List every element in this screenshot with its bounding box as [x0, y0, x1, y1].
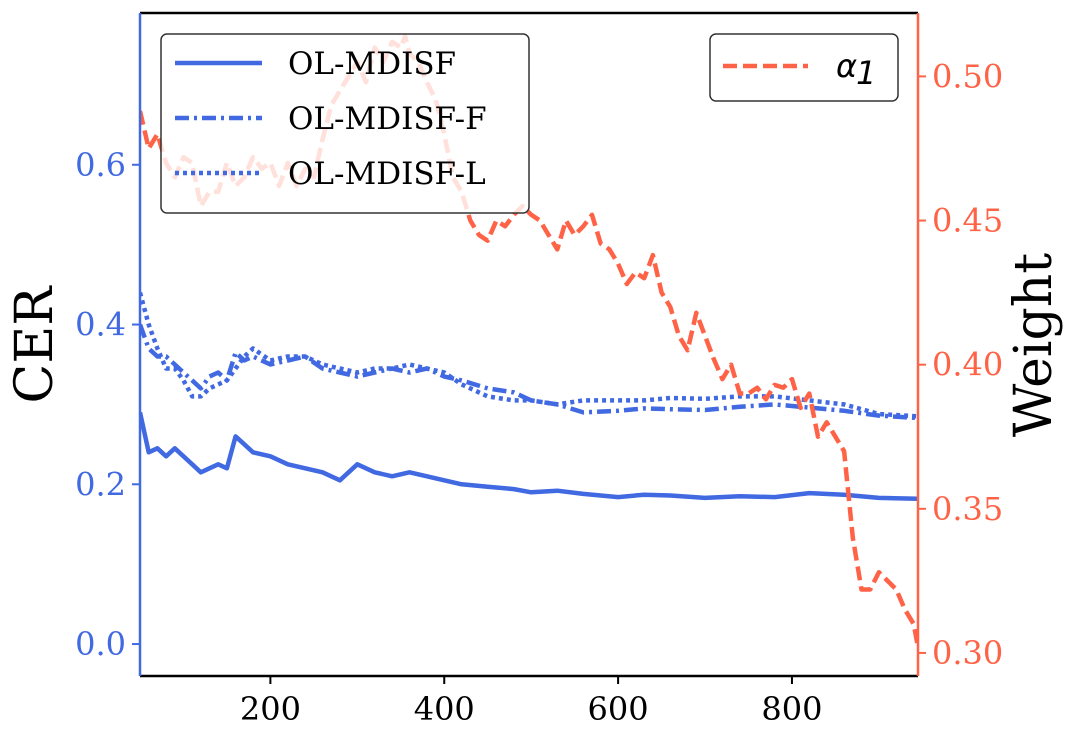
y-right-tick-label: 0.30 — [932, 634, 1003, 672]
x-tick-label: 600 — [588, 690, 649, 728]
y-right-tick-label: 0.35 — [932, 490, 1003, 528]
y-right-tick-label: 0.40 — [932, 346, 1003, 384]
legend-left-label: OL-MDISF-L — [288, 156, 486, 192]
legend-left: OL-MDISF OL-MDISF-F OL-MDISF-L — [160, 33, 530, 214]
y-right-tick-label: 0.50 — [932, 57, 1003, 95]
y-right-tick-label: 0.45 — [932, 202, 1003, 240]
legend-right: α1 — [709, 33, 899, 102]
legend-right-label: α — [836, 47, 857, 85]
ticks-layer: 200 400 600 800 0.0 0.2 0.4 0.6 0.30 0.35 0.40 0.45… — [75, 57, 1003, 728]
series-line-2 — [140, 323, 918, 421]
y-left-tick-label: 0.0 — [75, 625, 126, 663]
y-left-tick-label: 0.6 — [75, 146, 126, 184]
x-tick-label: 400 — [414, 690, 475, 728]
legend-left-box — [160, 33, 530, 214]
y-left-tick-label: 0.4 — [75, 306, 126, 344]
y-left-tick-label: 0.2 — [75, 465, 126, 503]
x-tick-label: 800 — [761, 690, 822, 728]
y-right-axis-title: Weight — [1004, 253, 1064, 437]
y-left-axis-title: CER — [5, 285, 65, 404]
legend-left-label: OL-MDISF — [288, 46, 456, 82]
legend-right-subscript: 1 — [856, 54, 876, 92]
x-tick-label: 200 — [240, 690, 301, 728]
series-line-1 — [140, 411, 918, 501]
legend-left-label: OL-MDISF-F — [288, 101, 487, 137]
